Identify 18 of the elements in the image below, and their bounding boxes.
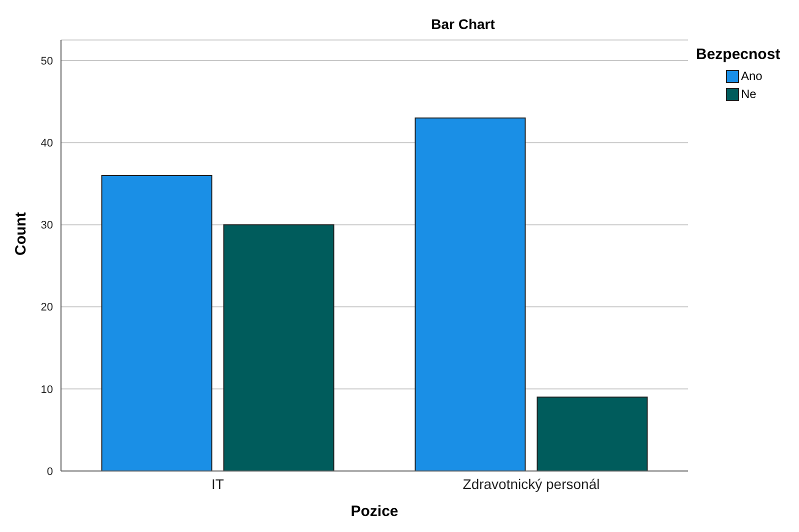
x-tick-label: Zdravotnický personál xyxy=(462,476,600,492)
legend-label: Ne xyxy=(741,87,756,101)
bar xyxy=(414,117,526,471)
bar xyxy=(101,174,212,471)
y-tick-label: 0 xyxy=(46,466,53,478)
x-tick-label: IT xyxy=(212,476,224,492)
x-axis-title: Pozice xyxy=(350,503,398,520)
chart-title: Bar Chart xyxy=(430,16,496,32)
y-tick-label: 20 xyxy=(40,302,53,314)
bar xyxy=(536,396,648,471)
bar xyxy=(223,224,334,471)
legend-label: Ano xyxy=(741,69,762,83)
y-tick-label: 10 xyxy=(40,384,53,396)
y-tick-label: 30 xyxy=(40,220,53,232)
legend-title: Bezpecnost xyxy=(696,46,780,63)
y-tick-label: 40 xyxy=(40,138,53,150)
y-axis-title: Count xyxy=(12,212,30,256)
y-tick-label: 50 xyxy=(40,55,53,68)
